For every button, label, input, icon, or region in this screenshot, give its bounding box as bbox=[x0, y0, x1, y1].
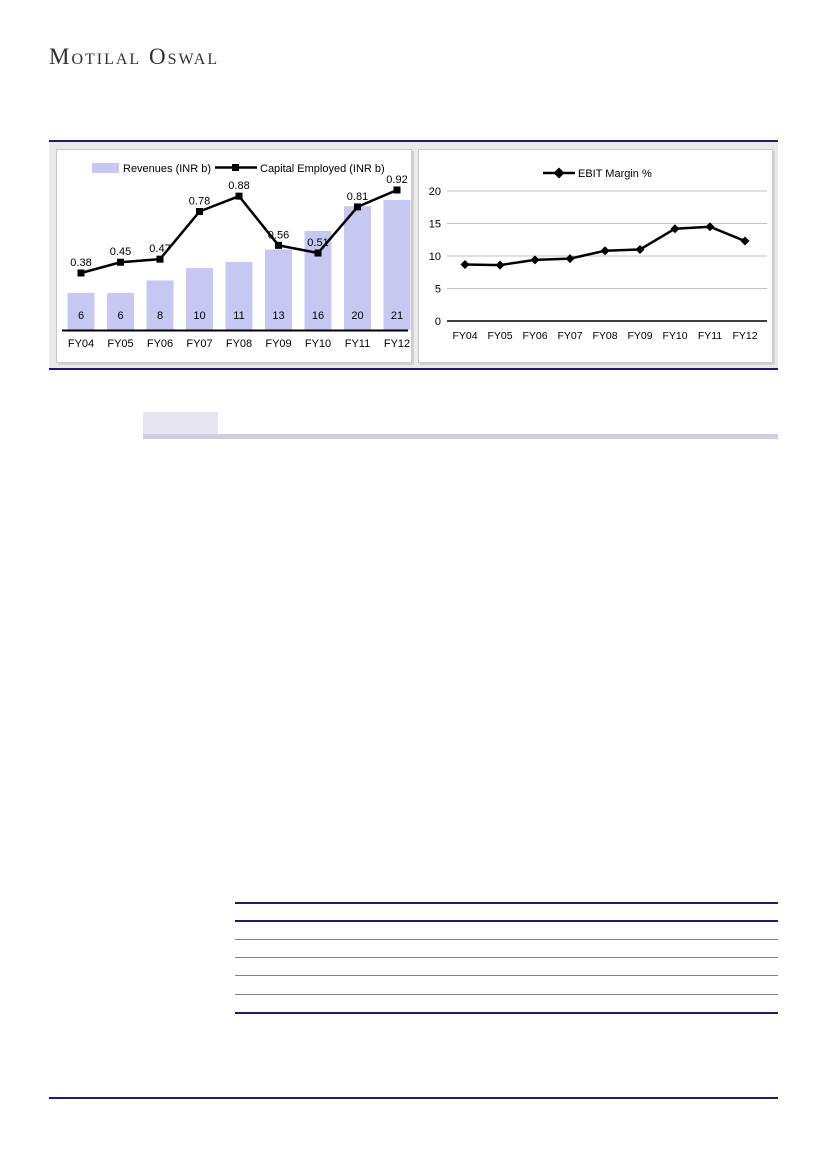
x-axis-label: FY10 bbox=[305, 338, 331, 350]
y-axis-label: 10 bbox=[429, 251, 441, 263]
capital-marker bbox=[235, 192, 243, 200]
ebit-marker bbox=[565, 254, 575, 264]
ebit-marker bbox=[740, 236, 750, 246]
x-axis-label: FY09 bbox=[627, 330, 652, 342]
capital-data-label: 0.88 bbox=[228, 180, 249, 192]
y-axis-label: 15 bbox=[429, 219, 441, 231]
x-axis-label: FY06 bbox=[147, 338, 173, 350]
table-rule-row bbox=[235, 994, 778, 995]
ebit-margin-chart-panel: EBIT Margin % 0 5 10 15 20 FY04 FY05 FY06 FY07 FY0… bbox=[418, 149, 773, 363]
y-axis-label: 0 bbox=[435, 316, 441, 328]
revenue-bar-label: 6 bbox=[117, 310, 123, 322]
revenue-bar-label: 8 bbox=[157, 310, 163, 322]
charts-section: Revenues (INR b) Capital Employed (INR b)… bbox=[49, 140, 778, 370]
y-axis-label: 20 bbox=[429, 186, 441, 198]
capital-data-label: 0.92 bbox=[386, 174, 407, 186]
x-axis-label: FY06 bbox=[522, 330, 547, 342]
revenue-bar bbox=[265, 249, 292, 330]
motilal-oswal-logo: Motilal Oswal bbox=[49, 44, 220, 69]
section-heading-underline bbox=[143, 434, 778, 439]
capital-data-label: 0.81 bbox=[347, 191, 368, 203]
table-rule-header bbox=[235, 920, 778, 922]
capital-marker bbox=[275, 241, 282, 249]
capital-data-label: 0.47 bbox=[149, 243, 170, 255]
section-heading-highlight bbox=[143, 412, 218, 434]
capital-marker bbox=[196, 208, 203, 216]
capital-legend-marker bbox=[232, 164, 239, 171]
x-axis-label: FY09 bbox=[265, 338, 291, 350]
x-axis-label: FY08 bbox=[226, 338, 252, 350]
x-axis-label: FY07 bbox=[186, 338, 212, 350]
ebit-marker bbox=[635, 245, 645, 254]
x-axis-label: FY04 bbox=[452, 330, 477, 342]
revenue-bar-label: 10 bbox=[193, 310, 205, 322]
revenue-bar-label: 13 bbox=[272, 310, 284, 322]
ebit-margin-chart: EBIT Margin % 0 5 10 15 20 FY04 FY05 FY06 FY07 FY0… bbox=[429, 167, 767, 342]
revenue-bar bbox=[344, 206, 371, 330]
table-rule-top bbox=[235, 902, 778, 904]
revenue-bar-label: 20 bbox=[351, 310, 363, 322]
ebit-legend-label: EBIT Margin % bbox=[578, 168, 652, 180]
revenue-bar-label: 11 bbox=[233, 310, 244, 322]
table-rule-bottom bbox=[235, 1012, 778, 1014]
x-axis-label: FY12 bbox=[384, 338, 410, 350]
revenue-bar bbox=[383, 200, 411, 330]
ebit-marker bbox=[705, 222, 715, 232]
revenues-legend-label: Revenues (INR b) bbox=[123, 163, 211, 175]
ebit-marker bbox=[530, 255, 540, 265]
ebit-margin-line bbox=[464, 225, 746, 267]
revenue-bar bbox=[225, 261, 253, 330]
revenues-legend-swatch bbox=[92, 163, 119, 173]
capital-marker bbox=[314, 249, 322, 257]
ebit-marker bbox=[670, 224, 680, 234]
x-axis-label: FY08 bbox=[592, 330, 617, 342]
capital-data-label: 0.38 bbox=[70, 257, 91, 269]
revenue-bar bbox=[186, 268, 213, 330]
x-axis-label: FY12 bbox=[732, 330, 757, 342]
x-axis-label: FY11 bbox=[698, 330, 722, 342]
y-axis-label: 5 bbox=[435, 284, 441, 296]
ebit-marker bbox=[460, 259, 470, 269]
ebit-marker bbox=[600, 246, 610, 256]
revenues-capital-chart-panel: Revenues (INR b) Capital Employed (INR b)… bbox=[56, 149, 412, 363]
capital-marker bbox=[393, 186, 401, 194]
capital-data-label: 0.56 bbox=[268, 229, 289, 241]
revenues-capital-chart: Revenues (INR b) Capital Employed (INR b)… bbox=[62, 163, 411, 350]
footer-rule bbox=[49, 1097, 778, 1099]
table-rule-row bbox=[235, 957, 778, 958]
x-axis-label: FY05 bbox=[487, 330, 512, 342]
revenue-bar bbox=[107, 292, 134, 330]
capital-legend-label: Capital Employed (INR b) bbox=[260, 163, 385, 175]
x-axis-label: FY07 bbox=[557, 330, 582, 342]
revenue-bar-label: 6 bbox=[78, 310, 84, 322]
revenue-bar-label: 21 bbox=[391, 310, 403, 322]
revenue-bar bbox=[146, 280, 174, 330]
capital-data-label: 0.45 bbox=[110, 246, 131, 258]
capital-data-label: 0.51 bbox=[307, 237, 328, 249]
revenue-bar-label: 16 bbox=[312, 310, 324, 322]
capital-marker bbox=[354, 203, 361, 211]
table-rule-row bbox=[235, 939, 778, 940]
revenue-bar bbox=[304, 230, 332, 330]
table-rule-row bbox=[235, 975, 778, 976]
x-axis-label: FY11 bbox=[345, 338, 370, 350]
ebit-marker bbox=[495, 260, 505, 270]
capital-data-label: 0.78 bbox=[189, 196, 210, 208]
capital-marker bbox=[77, 269, 85, 277]
x-axis-label: FY05 bbox=[107, 338, 133, 350]
financials-table-skeleton bbox=[235, 902, 778, 1014]
revenue-bar bbox=[67, 292, 95, 330]
ebit-legend-marker bbox=[553, 167, 565, 179]
x-axis-label: FY04 bbox=[68, 338, 94, 350]
capital-marker bbox=[117, 258, 124, 266]
x-axis-label: FY10 bbox=[662, 330, 687, 342]
capital-marker bbox=[156, 255, 164, 263]
